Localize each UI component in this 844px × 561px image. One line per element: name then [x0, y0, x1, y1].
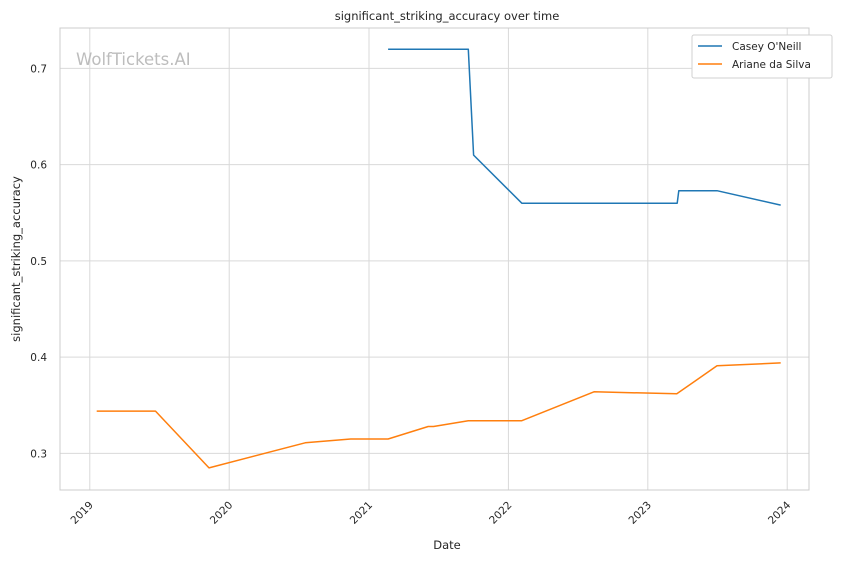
- legend: Casey O'Neill Ariane da Silva: [691, 34, 833, 79]
- series-line-casey-o-neill: [388, 48, 781, 206]
- y-axis-ticks: 0.3 0.4 0.5 0.6 0.7: [30, 63, 47, 460]
- y-tick-label: 0.7: [30, 63, 47, 75]
- watermark: WolfTickets.AI: [76, 50, 191, 69]
- grid: [60, 28, 809, 490]
- series-layer: [96, 48, 781, 469]
- series-line-ariane-da-silva: [96, 362, 781, 469]
- y-tick-label: 0.3: [30, 448, 47, 460]
- y-axis-label: significant_striking_accuracy: [9, 176, 23, 342]
- legend-label: Casey O'Neill: [732, 41, 801, 53]
- legend-label: Ariane da Silva: [732, 59, 811, 71]
- legend-box: [691, 34, 833, 79]
- plot-area: [59, 27, 810, 491]
- y-tick-label: 0.6: [30, 160, 47, 172]
- chart-title: significant_striking_accuracy over time: [335, 9, 560, 23]
- y-tick-label: 0.4: [30, 352, 47, 364]
- y-tick-label: 0.5: [30, 256, 47, 268]
- x-axis-label: Date: [433, 538, 461, 552]
